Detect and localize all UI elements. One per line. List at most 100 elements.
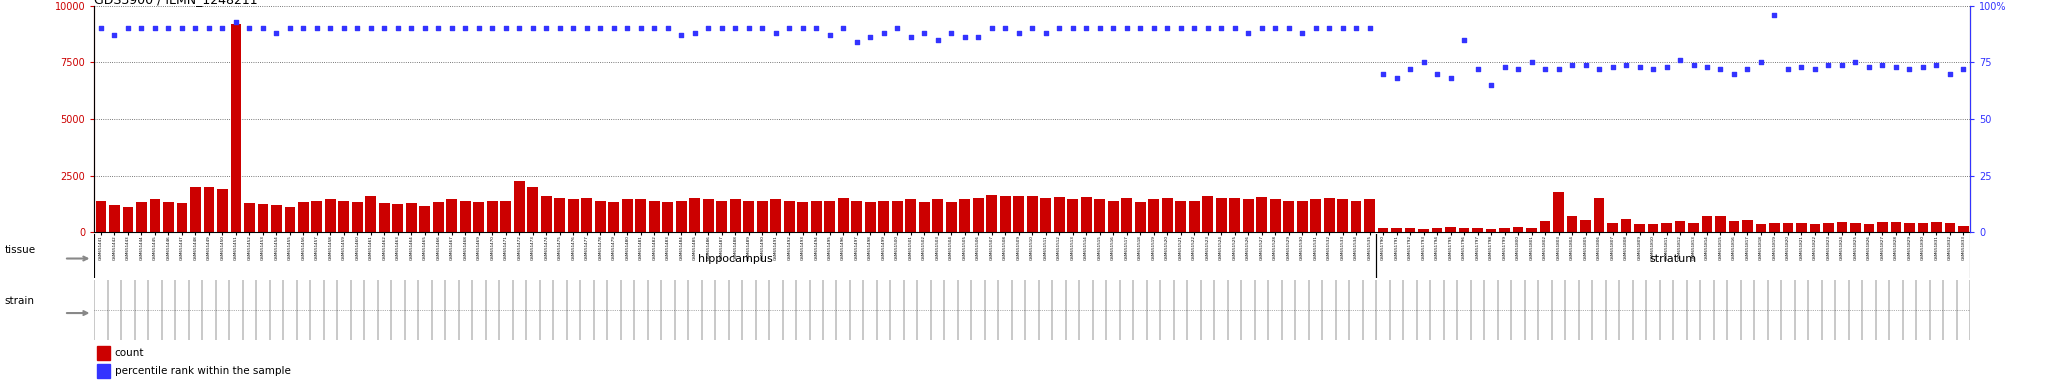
Point bbox=[733, 25, 766, 31]
Point bbox=[1042, 25, 1075, 31]
Point bbox=[395, 25, 428, 31]
Point bbox=[1489, 64, 1522, 70]
Bar bbox=[864, 202, 877, 232]
Bar bbox=[1743, 220, 1753, 232]
Point bbox=[1542, 66, 1575, 72]
Bar bbox=[676, 200, 686, 232]
Bar bbox=[1405, 228, 1415, 232]
Bar bbox=[1473, 228, 1483, 232]
Bar bbox=[1931, 222, 1942, 232]
Point bbox=[1475, 82, 1507, 88]
Bar bbox=[1796, 223, 1806, 232]
Point bbox=[1921, 61, 1954, 68]
Point bbox=[651, 25, 684, 31]
Point bbox=[1677, 61, 1710, 68]
Bar bbox=[1391, 228, 1403, 232]
Bar bbox=[1608, 223, 1618, 232]
Bar bbox=[770, 199, 780, 232]
Point bbox=[1366, 71, 1399, 77]
Bar bbox=[1364, 199, 1374, 232]
Bar bbox=[244, 203, 254, 232]
Point bbox=[313, 25, 346, 31]
Point bbox=[166, 25, 199, 31]
Bar bbox=[920, 202, 930, 232]
Point bbox=[719, 25, 752, 31]
Bar bbox=[1014, 196, 1024, 232]
Point bbox=[705, 25, 737, 31]
Bar bbox=[203, 187, 215, 232]
Bar bbox=[649, 200, 659, 232]
Bar bbox=[338, 200, 350, 232]
Bar bbox=[1823, 223, 1833, 232]
Point bbox=[1812, 61, 1845, 68]
Bar bbox=[987, 195, 997, 232]
Bar bbox=[365, 196, 377, 232]
Point bbox=[1528, 66, 1561, 72]
Bar bbox=[150, 199, 160, 232]
Point bbox=[1137, 25, 1169, 31]
Bar bbox=[1890, 222, 1901, 232]
Point bbox=[260, 30, 293, 36]
Point bbox=[1460, 66, 1493, 72]
Point bbox=[907, 30, 940, 36]
Point bbox=[1501, 66, 1534, 72]
Point bbox=[1704, 66, 1737, 72]
Bar bbox=[1094, 199, 1106, 232]
Point bbox=[895, 35, 928, 41]
Point bbox=[246, 25, 279, 31]
Point bbox=[1636, 66, 1669, 72]
Point bbox=[1260, 25, 1292, 31]
Bar bbox=[1108, 200, 1118, 232]
Point bbox=[1624, 64, 1657, 70]
Bar bbox=[1849, 223, 1862, 232]
Point bbox=[1690, 64, 1722, 70]
Bar bbox=[838, 198, 848, 232]
Point bbox=[1001, 30, 1034, 36]
Point bbox=[1016, 25, 1049, 31]
Point bbox=[772, 25, 805, 31]
Bar bbox=[1485, 229, 1497, 232]
Bar bbox=[1081, 197, 1092, 232]
Point bbox=[504, 25, 537, 31]
Bar bbox=[231, 24, 242, 232]
Bar bbox=[594, 200, 606, 232]
Bar bbox=[1769, 223, 1780, 232]
Bar bbox=[1270, 199, 1280, 232]
Point bbox=[381, 25, 414, 31]
Point bbox=[692, 25, 725, 31]
Point bbox=[868, 30, 901, 36]
Bar bbox=[270, 205, 283, 232]
Bar bbox=[608, 202, 618, 232]
Point bbox=[1124, 25, 1157, 31]
Bar bbox=[514, 181, 524, 232]
Point bbox=[1718, 71, 1751, 77]
Bar bbox=[555, 198, 565, 232]
Bar bbox=[852, 200, 862, 232]
Bar bbox=[1284, 200, 1294, 232]
Bar bbox=[473, 202, 483, 232]
Bar bbox=[567, 199, 580, 232]
Point bbox=[881, 25, 913, 31]
Point bbox=[475, 25, 508, 31]
Point bbox=[745, 25, 778, 31]
Bar bbox=[932, 199, 944, 232]
Point bbox=[1178, 25, 1210, 31]
Bar bbox=[1688, 223, 1700, 232]
Bar bbox=[702, 199, 713, 232]
Bar bbox=[1782, 223, 1794, 232]
Bar bbox=[432, 202, 444, 232]
Point bbox=[1151, 25, 1184, 31]
Bar bbox=[190, 187, 201, 232]
Point bbox=[760, 30, 793, 36]
Point bbox=[1583, 66, 1616, 72]
Point bbox=[666, 32, 698, 38]
Point bbox=[786, 25, 819, 31]
Bar bbox=[1675, 221, 1686, 232]
Point bbox=[178, 25, 211, 31]
Point bbox=[436, 25, 469, 31]
Point bbox=[1286, 30, 1319, 36]
Point bbox=[1057, 25, 1090, 31]
Bar bbox=[999, 196, 1010, 232]
Point bbox=[625, 25, 657, 31]
Bar bbox=[1878, 222, 1888, 232]
